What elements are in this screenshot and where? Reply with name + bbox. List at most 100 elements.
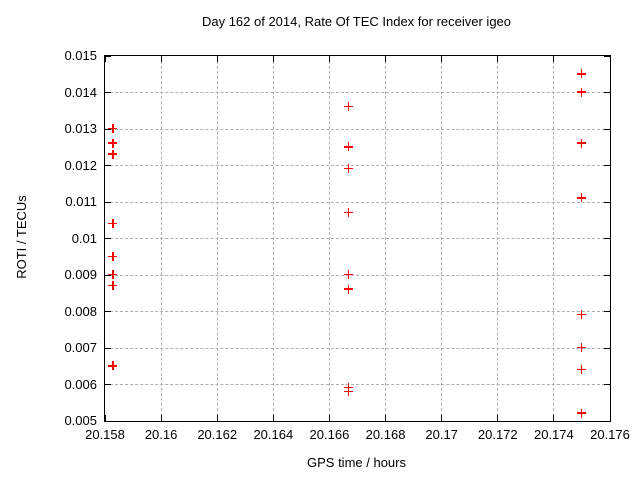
x-tick-mark-top: [104, 56, 106, 62]
data-point-marker: [108, 280, 118, 290]
x-tick-label: 20.174: [533, 427, 574, 442]
data-point-marker: [108, 124, 118, 133]
x-tick-mark-top: [272, 56, 274, 62]
x-tick-mark-bottom: [553, 415, 555, 421]
y-tick-mark-left: [105, 311, 111, 312]
y-tick-label: 0.01: [71, 230, 97, 246]
y-tick-mark-right: [604, 92, 610, 93]
data-point-marker: [108, 251, 118, 261]
data-point-marker: [344, 164, 354, 174]
data-point-marker: [344, 270, 354, 279]
x-tick-mark-bottom: [385, 415, 387, 421]
data-point-marker: [108, 270, 118, 279]
y-gridline: [105, 92, 610, 93]
x-tick-mark-top: [609, 56, 611, 62]
x-tick-label: 20.16: [144, 427, 178, 442]
x-gridline: [385, 56, 387, 421]
data-point-marker: [108, 361, 118, 371]
y-tick-label: 0.014: [64, 84, 97, 100]
data-point-marker: [108, 149, 118, 159]
chart-title: Day 162 of 2014, Rate Of TEC Index for r…: [201, 14, 512, 29]
y-tick-label: 0.012: [64, 157, 97, 173]
data-point-marker: [344, 284, 354, 294]
y-tick-mark-right: [604, 347, 610, 349]
y-gridline: [105, 311, 610, 312]
x-tick-mark-top: [328, 56, 330, 62]
data-point-marker: [576, 138, 586, 148]
y-tick-mark-right: [604, 311, 610, 312]
y-tick-mark-left: [105, 238, 111, 239]
x-tick-mark-bottom: [441, 415, 443, 421]
y-tick-mark-left: [105, 128, 111, 130]
x-tick-label: 20.162: [197, 427, 238, 442]
y-tick-mark-left: [105, 347, 111, 349]
x-tick-mark-bottom: [497, 415, 499, 421]
x-tick-mark-bottom: [216, 415, 218, 421]
x-gridline: [497, 56, 499, 421]
data-point-marker: [576, 343, 586, 352]
y-tick-mark-right: [604, 165, 610, 166]
x-gridline: [272, 56, 274, 421]
data-point-marker: [576, 408, 586, 418]
y-tick-mark-right: [604, 420, 610, 422]
x-gridline: [216, 56, 218, 421]
y-tick-label: 0.015: [64, 48, 97, 63]
y-axis-label-text: ROTI / TECUs: [14, 195, 29, 279]
y-gridline: [105, 238, 610, 239]
data-point-marker: [576, 69, 586, 79]
x-tick-mark-top: [160, 56, 162, 62]
data-point-marker: [344, 207, 354, 217]
y-gridline: [105, 274, 610, 276]
y-gridline: [105, 384, 610, 385]
data-point-marker: [108, 218, 118, 228]
y-tick-label: 0.009: [64, 267, 97, 282]
y-tick-mark-right: [604, 238, 610, 239]
data-point-marker: [576, 193, 586, 203]
plot-area: 0.005 0.006 0.007 0.008 0.009 0.01 0.011 0.012 0…: [64, 49, 629, 442]
y-tick-label: 0.007: [64, 340, 97, 355]
x-tick-mark-bottom: [272, 415, 274, 421]
y-tick-mark-left: [105, 55, 111, 57]
x-tick-label: 20.176: [590, 427, 630, 442]
data-point-marker: [344, 386, 354, 396]
x-tick-mark-bottom: [609, 415, 611, 421]
y-tick-label: 0.008: [64, 303, 97, 319]
x-axis-label: GPS time / hours: [307, 455, 406, 470]
x-tick-mark-top: [441, 56, 443, 62]
x-tick-label: 20.158: [85, 427, 125, 442]
y-tick-mark-right: [604, 55, 610, 57]
x-gridline: [441, 56, 443, 421]
y-gridline: [105, 165, 610, 166]
data-point-marker: [576, 364, 586, 374]
x-gridline: [328, 56, 330, 421]
y-tick-mark-right: [604, 384, 610, 385]
y-tick-mark-left: [105, 384, 111, 385]
y-tick-label: 0.013: [64, 121, 97, 136]
y-tick-mark-right: [604, 274, 610, 276]
x-tick-mark-top: [385, 56, 387, 62]
data-point-marker: [576, 310, 586, 320]
y-tick-mark-right: [604, 201, 610, 203]
x-tick-label: 20.168: [365, 427, 406, 442]
data-point-marker: [344, 102, 354, 112]
x-tick-mark-top: [497, 56, 499, 62]
x-tick-mark-bottom: [104, 415, 106, 421]
y-gridline: [105, 347, 610, 349]
x-tick-label: 20.172: [477, 427, 518, 442]
y-tick-mark-left: [105, 274, 111, 276]
y-tick-label: 0.006: [64, 376, 97, 392]
x-tick-mark-bottom: [160, 415, 162, 421]
x-tick-mark-bottom: [328, 415, 330, 421]
y-tick-mark-left: [105, 201, 111, 203]
y-tick-label: 0.005: [64, 413, 97, 428]
y-tick-label: 0.011: [65, 194, 97, 209]
y-tick-mark-left: [105, 165, 111, 166]
x-gridline: [160, 56, 162, 421]
x-gridline: [553, 56, 555, 421]
y-tick-mark-right: [604, 128, 610, 130]
data-point-marker: [108, 138, 118, 148]
y-gridline: [105, 201, 610, 203]
y-tick-mark-left: [105, 420, 111, 422]
x-tick-mark-top: [216, 56, 218, 62]
